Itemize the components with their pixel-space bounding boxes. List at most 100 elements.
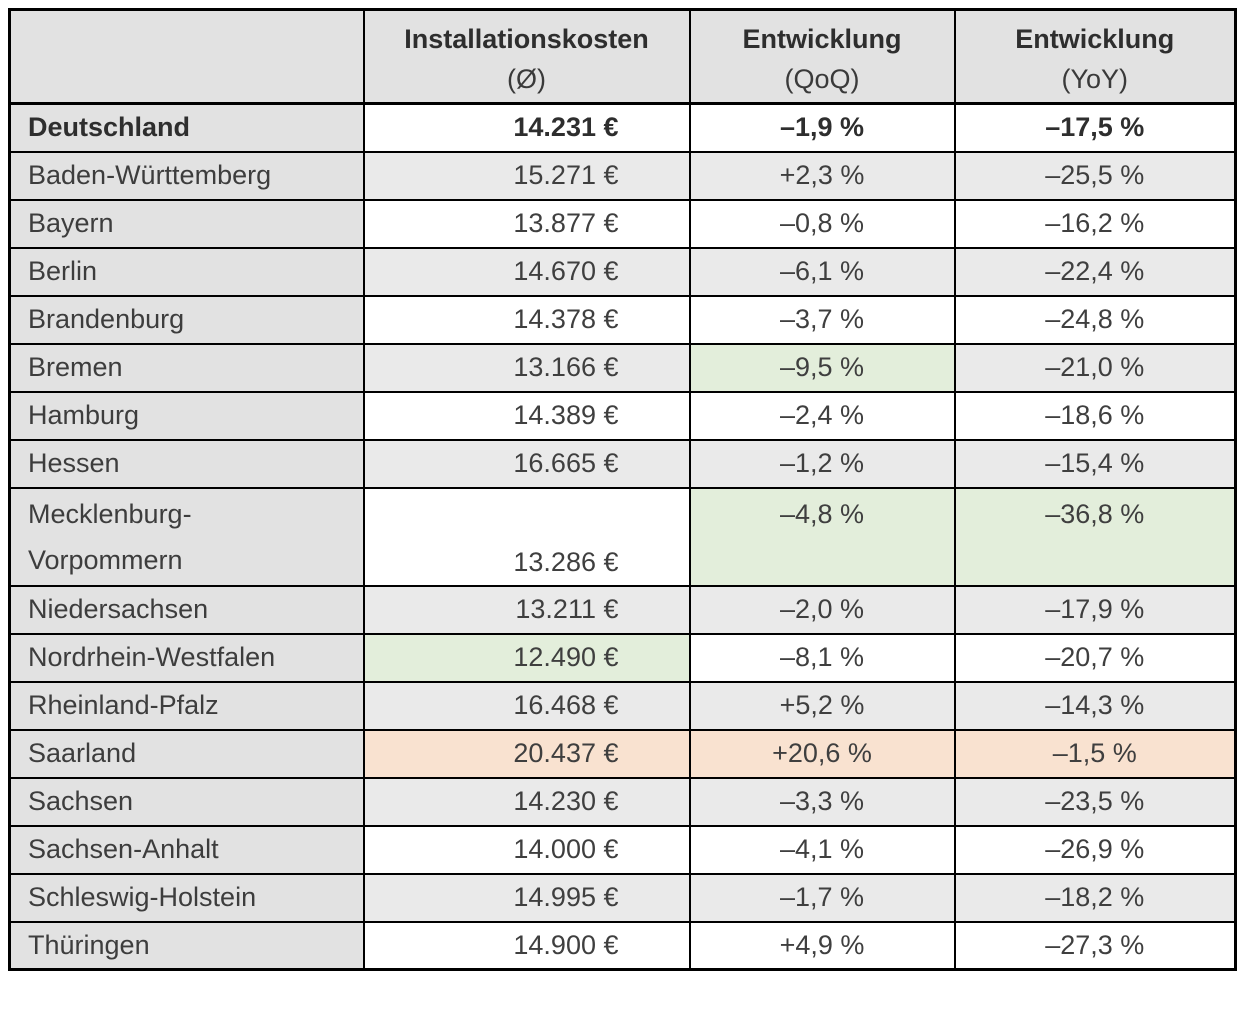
region-label: Bayern [8, 198, 365, 249]
region-label: Hessen [8, 438, 365, 489]
region-label: Deutschland [8, 102, 365, 153]
cost-value-cell: 14.389 € [362, 390, 691, 441]
yoy-value-cell: –15,4 % [953, 438, 1237, 489]
cost-value-cell: 14.378 € [362, 294, 691, 345]
region-label: Sachsen [8, 776, 365, 827]
col-header-subtitle: (Ø) [507, 63, 546, 94]
region-label: Sachsen-Anhalt [8, 824, 365, 875]
region-label: Rheinland-Pfalz [8, 680, 365, 731]
table-row: Rheinland-Pfalz 16.468 € +5,2 % –14,3 % [8, 680, 1237, 731]
table-row: Schleswig-Holstein 14.995 € –1,7 % –18,2 % [8, 872, 1237, 923]
qoq-value-cell: –6,1 % [688, 246, 956, 297]
qoq-value-cell: +20,6 % [688, 728, 956, 779]
yoy-value-cell: –14,3 % [953, 680, 1237, 731]
table-row: Sachsen 14.230 € –3,3 % –23,5 % [8, 776, 1237, 827]
qoq-value-cell: –2,0 % [688, 584, 956, 635]
yoy-value-cell: –22,4 % [953, 246, 1237, 297]
region-label: Bremen [8, 342, 365, 393]
table-row: Thüringen 14.900 € +4,9 % –27,3 % [8, 920, 1237, 971]
qoq-value-cell: –2,4 % [688, 390, 956, 441]
yoy-value-cell: –18,2 % [953, 872, 1237, 923]
region-label: Baden-Württemberg [8, 150, 365, 201]
table-row: Bremen 13.166 € –9,5 % –21,0 % [8, 342, 1237, 393]
table-row: Berlin 14.670 € –6,1 % –22,4 % [8, 246, 1237, 297]
region-label: Mecklenburg- Vorpommern [8, 486, 365, 587]
qoq-value-cell: –9,5 % [688, 342, 956, 393]
table-row: Nordrhein-Westfalen 12.490 € –8,1 % –20,7 % [8, 632, 1237, 683]
page: Installationskosten (Ø) Entwicklung (QoQ… [8, 8, 1237, 971]
table-row: Sachsen-Anhalt 14.000 € –4,1 % –26,9 % [8, 824, 1237, 875]
yoy-value-cell: –27,3 % [953, 920, 1237, 971]
yoy-value-cell: –26,9 % [953, 824, 1237, 875]
cost-value-cell: 14.670 € [362, 246, 691, 297]
cost-value-cell: 14.000 € [362, 824, 691, 875]
table-row: Bayern 13.877 € –0,8 % –16,2 % [8, 198, 1237, 249]
yoy-value-cell: –25,5 % [953, 150, 1237, 201]
table-row: Mecklenburg- Vorpommern 13.286 € –4,8 % –36,… [8, 486, 1237, 587]
yoy-value-cell: –16,2 % [953, 198, 1237, 249]
qoq-value-cell: +4,9 % [688, 920, 956, 971]
region-label: Brandenburg [8, 294, 365, 345]
yoy-value-cell: –21,0 % [953, 342, 1237, 393]
table-row: Baden-Württemberg 15.271 € +2,3 % –25,5 % [8, 150, 1237, 201]
table-row: Deutschland 14.231 € –1,9 % –17,5 % [8, 102, 1237, 153]
col-header-title: Entwicklung [1015, 23, 1175, 54]
region-label: Hamburg [8, 390, 365, 441]
table-row: Brandenburg 14.378 € –3,7 % –24,8 % [8, 294, 1237, 345]
cost-value-cell: 13.211 € [362, 584, 691, 635]
cost-value-cell: 12.490 € [362, 632, 691, 683]
yoy-value-cell: –36,8 % [953, 486, 1237, 587]
cost-value-cell: 13.286 € [362, 486, 691, 587]
col-header-entwicklung-qoq: Entwicklung (QoQ) [688, 8, 956, 105]
col-header-entwicklung-yoy: Entwicklung (YoY) [953, 8, 1237, 105]
yoy-value-cell: –24,8 % [953, 294, 1237, 345]
qoq-value-cell: –4,8 % [688, 486, 956, 587]
qoq-value-cell: –1,2 % [688, 438, 956, 489]
region-label: Berlin [8, 246, 365, 297]
yoy-value-cell: –20,7 % [953, 632, 1237, 683]
region-label: Thüringen [8, 920, 365, 971]
installation-costs-table: Installationskosten (Ø) Entwicklung (QoQ… [8, 8, 1237, 971]
cost-value-cell: 20.437 € [362, 728, 691, 779]
table-row: Hamburg 14.389 € –2,4 % –18,6 % [8, 390, 1237, 441]
yoy-value-cell: –17,5 % [953, 102, 1237, 153]
region-label: Saarland [8, 728, 365, 779]
table-row: Hessen 16.665 € –1,2 % –15,4 % [8, 438, 1237, 489]
table-header: Installationskosten (Ø) Entwicklung (QoQ… [8, 8, 1237, 105]
cost-value-cell: 16.468 € [362, 680, 691, 731]
qoq-value-cell: –3,7 % [688, 294, 956, 345]
cost-value-cell: 14.900 € [362, 920, 691, 971]
cost-value-cell: 13.877 € [362, 198, 691, 249]
cost-value-cell: 13.166 € [362, 342, 691, 393]
header-row: Installationskosten (Ø) Entwicklung (QoQ… [8, 8, 1237, 105]
table-row: Saarland 20.437 € +20,6 % –1,5 % [8, 728, 1237, 779]
region-label: Niedersachsen [8, 584, 365, 635]
col-header-title: Installationskosten [404, 23, 649, 54]
table-row: Niedersachsen 13.211 € –2,0 % –17,9 % [8, 584, 1237, 635]
table-body: Deutschland 14.231 € –1,9 % –17,5 % Baden-Wü… [8, 102, 1237, 971]
qoq-value-cell: –3,3 % [688, 776, 956, 827]
cost-value-cell: 16.665 € [362, 438, 691, 489]
corner-cell [8, 8, 365, 105]
cost-value-cell: 14.231 € [362, 102, 691, 153]
cost-value-cell: 14.230 € [362, 776, 691, 827]
qoq-value-cell: +2,3 % [688, 150, 956, 201]
qoq-value-cell: –0,8 % [688, 198, 956, 249]
qoq-value-cell: –4,1 % [688, 824, 956, 875]
qoq-value-cell: –1,9 % [688, 102, 956, 153]
qoq-value-cell: –8,1 % [688, 632, 956, 683]
yoy-value-cell: –17,9 % [953, 584, 1237, 635]
region-label: Nordrhein-Westfalen [8, 632, 365, 683]
col-header-subtitle: (YoY) [1061, 63, 1129, 94]
qoq-value-cell: –1,7 % [688, 872, 956, 923]
region-label: Schleswig-Holstein [8, 872, 365, 923]
yoy-value-cell: –18,6 % [953, 390, 1237, 441]
yoy-value-cell: –1,5 % [953, 728, 1237, 779]
qoq-value-cell: +5,2 % [688, 680, 956, 731]
col-header-title: Entwicklung [742, 23, 902, 54]
col-header-subtitle: (QoQ) [784, 63, 860, 94]
col-header-installationskosten: Installationskosten (Ø) [362, 8, 691, 105]
yoy-value-cell: –23,5 % [953, 776, 1237, 827]
cost-value-cell: 15.271 € [362, 150, 691, 201]
cost-value-cell: 14.995 € [362, 872, 691, 923]
